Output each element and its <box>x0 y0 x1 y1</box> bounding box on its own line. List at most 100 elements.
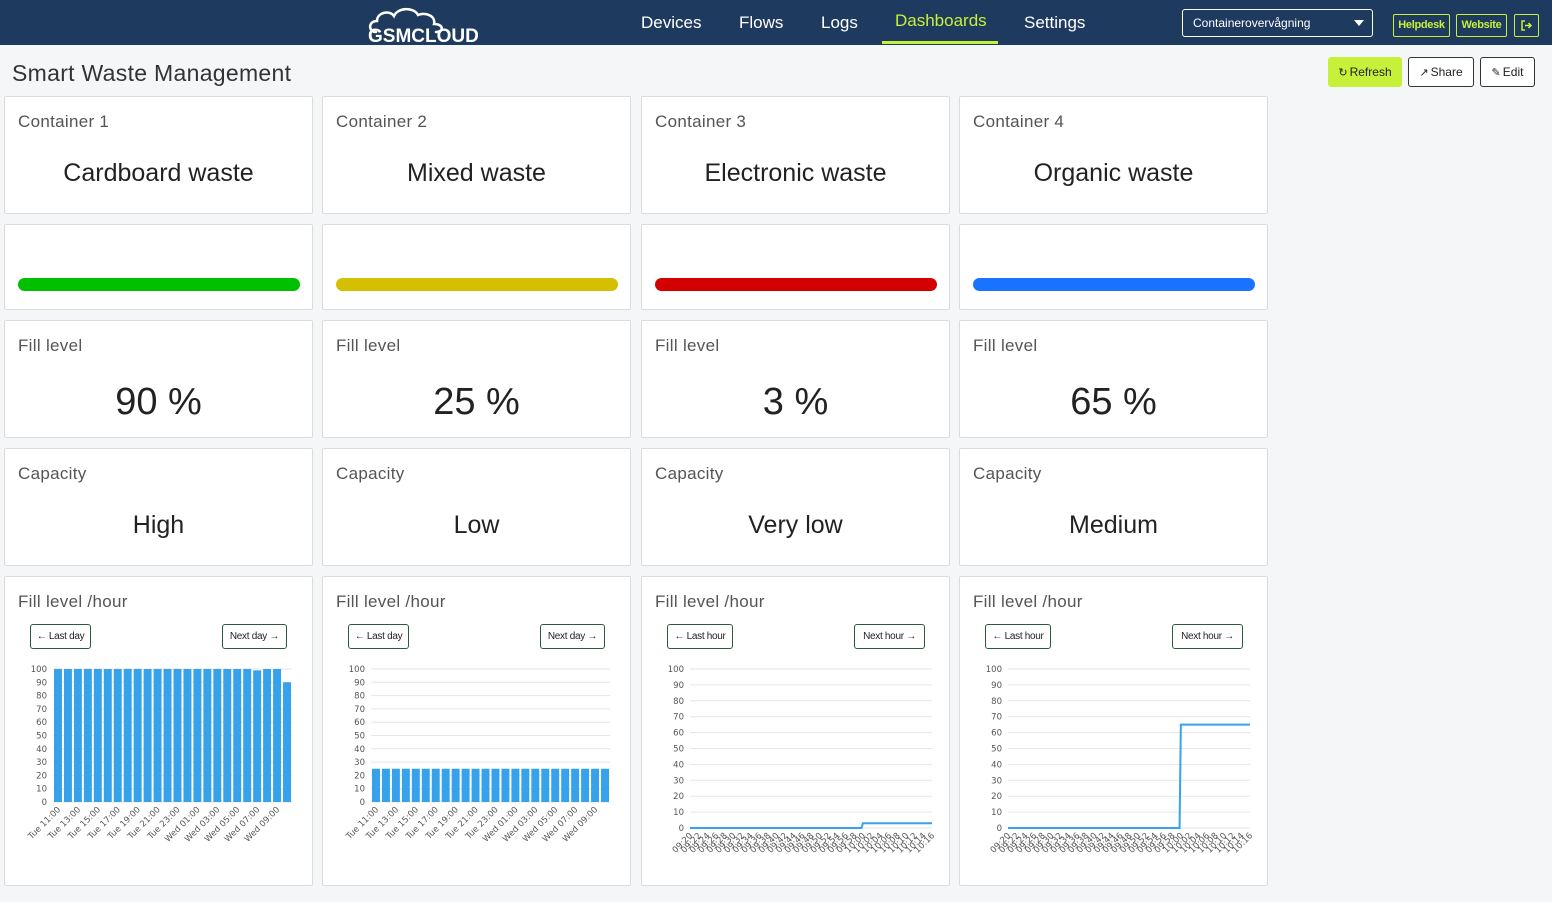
capacity-value: Very low <box>748 511 843 539</box>
color-strip <box>973 278 1255 291</box>
bar <box>571 768 580 802</box>
chart-label: Fill level /hour <box>336 592 446 611</box>
bar <box>273 669 282 802</box>
y-tick-label: 90 <box>673 681 684 691</box>
bar <box>561 768 570 802</box>
logout-button[interactable] <box>1514 14 1539 37</box>
capacity-label: Capacity <box>655 464 724 483</box>
y-tick-label: 30 <box>673 776 684 786</box>
website-button[interactable]: Website <box>1456 14 1507 37</box>
container-4-fill-card: Fill level 65 % <box>959 320 1268 438</box>
bar <box>253 670 262 802</box>
logo-text: GSMCLOUD <box>368 26 479 44</box>
container-2-capacity-card: Capacity Low <box>322 448 631 566</box>
y-tick-label: 60 <box>673 729 684 739</box>
container-1-fill-card: Fill level 90 % <box>4 320 313 438</box>
y-tick-label: 30 <box>991 776 1002 786</box>
dashboard-select[interactable]: Containerovervågning <box>1182 9 1373 37</box>
capacity-value: High <box>132 511 185 539</box>
y-tick-label: 20 <box>673 792 684 802</box>
bar <box>223 669 232 802</box>
color-strip <box>336 278 618 291</box>
container-4-color-card <box>959 224 1268 310</box>
capacity-label: Capacity <box>973 464 1042 483</box>
prev-label: Last day <box>48 631 85 642</box>
helpdesk-button[interactable]: Helpdesk <box>1393 14 1450 37</box>
next-period-button[interactable]: Next hour → <box>1172 624 1243 649</box>
bar <box>581 768 590 802</box>
fill-value: 65 % <box>1070 381 1157 423</box>
container-4-title-card: Container 4 Organic waste <box>959 96 1268 214</box>
prev-period-button[interactable]: ← Last day <box>30 624 91 649</box>
bar <box>73 669 82 802</box>
bar <box>441 768 450 802</box>
next-label: Next day <box>547 631 585 642</box>
next-period-button[interactable]: Next day → <box>222 624 287 649</box>
nav-flows[interactable]: Flows <box>739 13 784 32</box>
bar <box>163 669 172 802</box>
container-2-color-card <box>322 224 631 310</box>
nav-devices[interactable]: Devices <box>641 13 702 32</box>
bar <box>471 768 480 802</box>
container-3-chart-card: Fill level /hour ← Last hour Next hour →… <box>641 576 950 886</box>
y-tick-label: 10 <box>36 785 47 795</box>
nav-settings[interactable]: Settings <box>1024 13 1086 32</box>
caret-down-icon <box>1354 20 1364 26</box>
chart-label: Fill level /hour <box>655 592 765 611</box>
capacity-value: Low <box>453 511 500 539</box>
y-tick-label: 60 <box>36 718 47 728</box>
dashboard-select-value: Containerovervågning <box>1193 16 1311 30</box>
fill-value: 3 % <box>762 381 829 423</box>
bar <box>411 768 420 802</box>
next-period-button[interactable]: Next day → <box>540 624 605 649</box>
nav-logs[interactable]: Logs <box>821 13 858 32</box>
refresh-button[interactable]: ↻ Refresh <box>1328 57 1402 87</box>
edit-icon: ✎ <box>1491 67 1501 79</box>
fill-level-chart: 010203040506070809010009:2009:2209:2409:… <box>986 665 1255 855</box>
container-label: Container 4 <box>973 112 1065 131</box>
capacity-value: Medium <box>1069 511 1158 539</box>
next-label: Next day <box>229 631 267 642</box>
bar <box>233 669 242 802</box>
bar <box>551 768 560 802</box>
next-label: Next hour <box>1181 631 1222 642</box>
container-1-color-card <box>4 224 313 310</box>
next-period-button[interactable]: Next hour → <box>854 624 925 649</box>
waste-type: Organic waste <box>1033 159 1194 187</box>
prev-period-button[interactable]: ← Last day <box>348 624 409 649</box>
bar <box>431 768 440 802</box>
top-navbar: GSMCLOUD Devices Flows Logs Dashboards S… <box>0 0 1552 47</box>
share-icon: ↗ <box>1419 67 1429 79</box>
container-label: Container 1 <box>18 112 110 131</box>
y-tick-label: 50 <box>991 745 1002 755</box>
container-3-capacity-card: Capacity Very low <box>641 448 950 566</box>
y-tick-label: 70 <box>673 713 684 723</box>
bar <box>531 768 540 802</box>
nav-dashboards[interactable]: Dashboards <box>895 11 987 30</box>
edit-button[interactable]: ✎ Edit <box>1480 57 1535 87</box>
bar <box>193 669 202 802</box>
gsmcloud-logo[interactable]: GSMCLOUD <box>366 4 494 47</box>
bar <box>243 669 252 802</box>
y-tick-label: 100 <box>668 665 684 675</box>
y-tick-label: 100 <box>31 665 47 675</box>
chart-label: Fill level /hour <box>18 592 128 611</box>
capacity-label: Capacity <box>18 464 87 483</box>
y-tick-label: 70 <box>36 705 47 715</box>
bar <box>83 669 92 802</box>
y-tick-label: 40 <box>673 760 684 770</box>
y-tick-label: 40 <box>36 745 47 755</box>
bar <box>391 768 400 802</box>
container-2-title-card: Container 2 Mixed waste <box>322 96 631 214</box>
prev-period-button[interactable]: ← Last hour <box>667 624 733 649</box>
prev-period-button[interactable]: ← Last hour <box>985 624 1051 649</box>
refresh-label: Refresh <box>1349 65 1392 79</box>
y-tick-label: 80 <box>673 697 684 707</box>
y-tick-label: 90 <box>991 681 1002 691</box>
container-2-chart-card: Fill level /hour ← Last day Next day → 0… <box>322 576 631 886</box>
nav-active-indicator <box>882 41 998 44</box>
bar <box>53 669 62 802</box>
container-1-chart-card: Fill level /hour ← Last day Next day → 0… <box>4 576 313 886</box>
share-button[interactable]: ↗ Share <box>1408 57 1474 87</box>
